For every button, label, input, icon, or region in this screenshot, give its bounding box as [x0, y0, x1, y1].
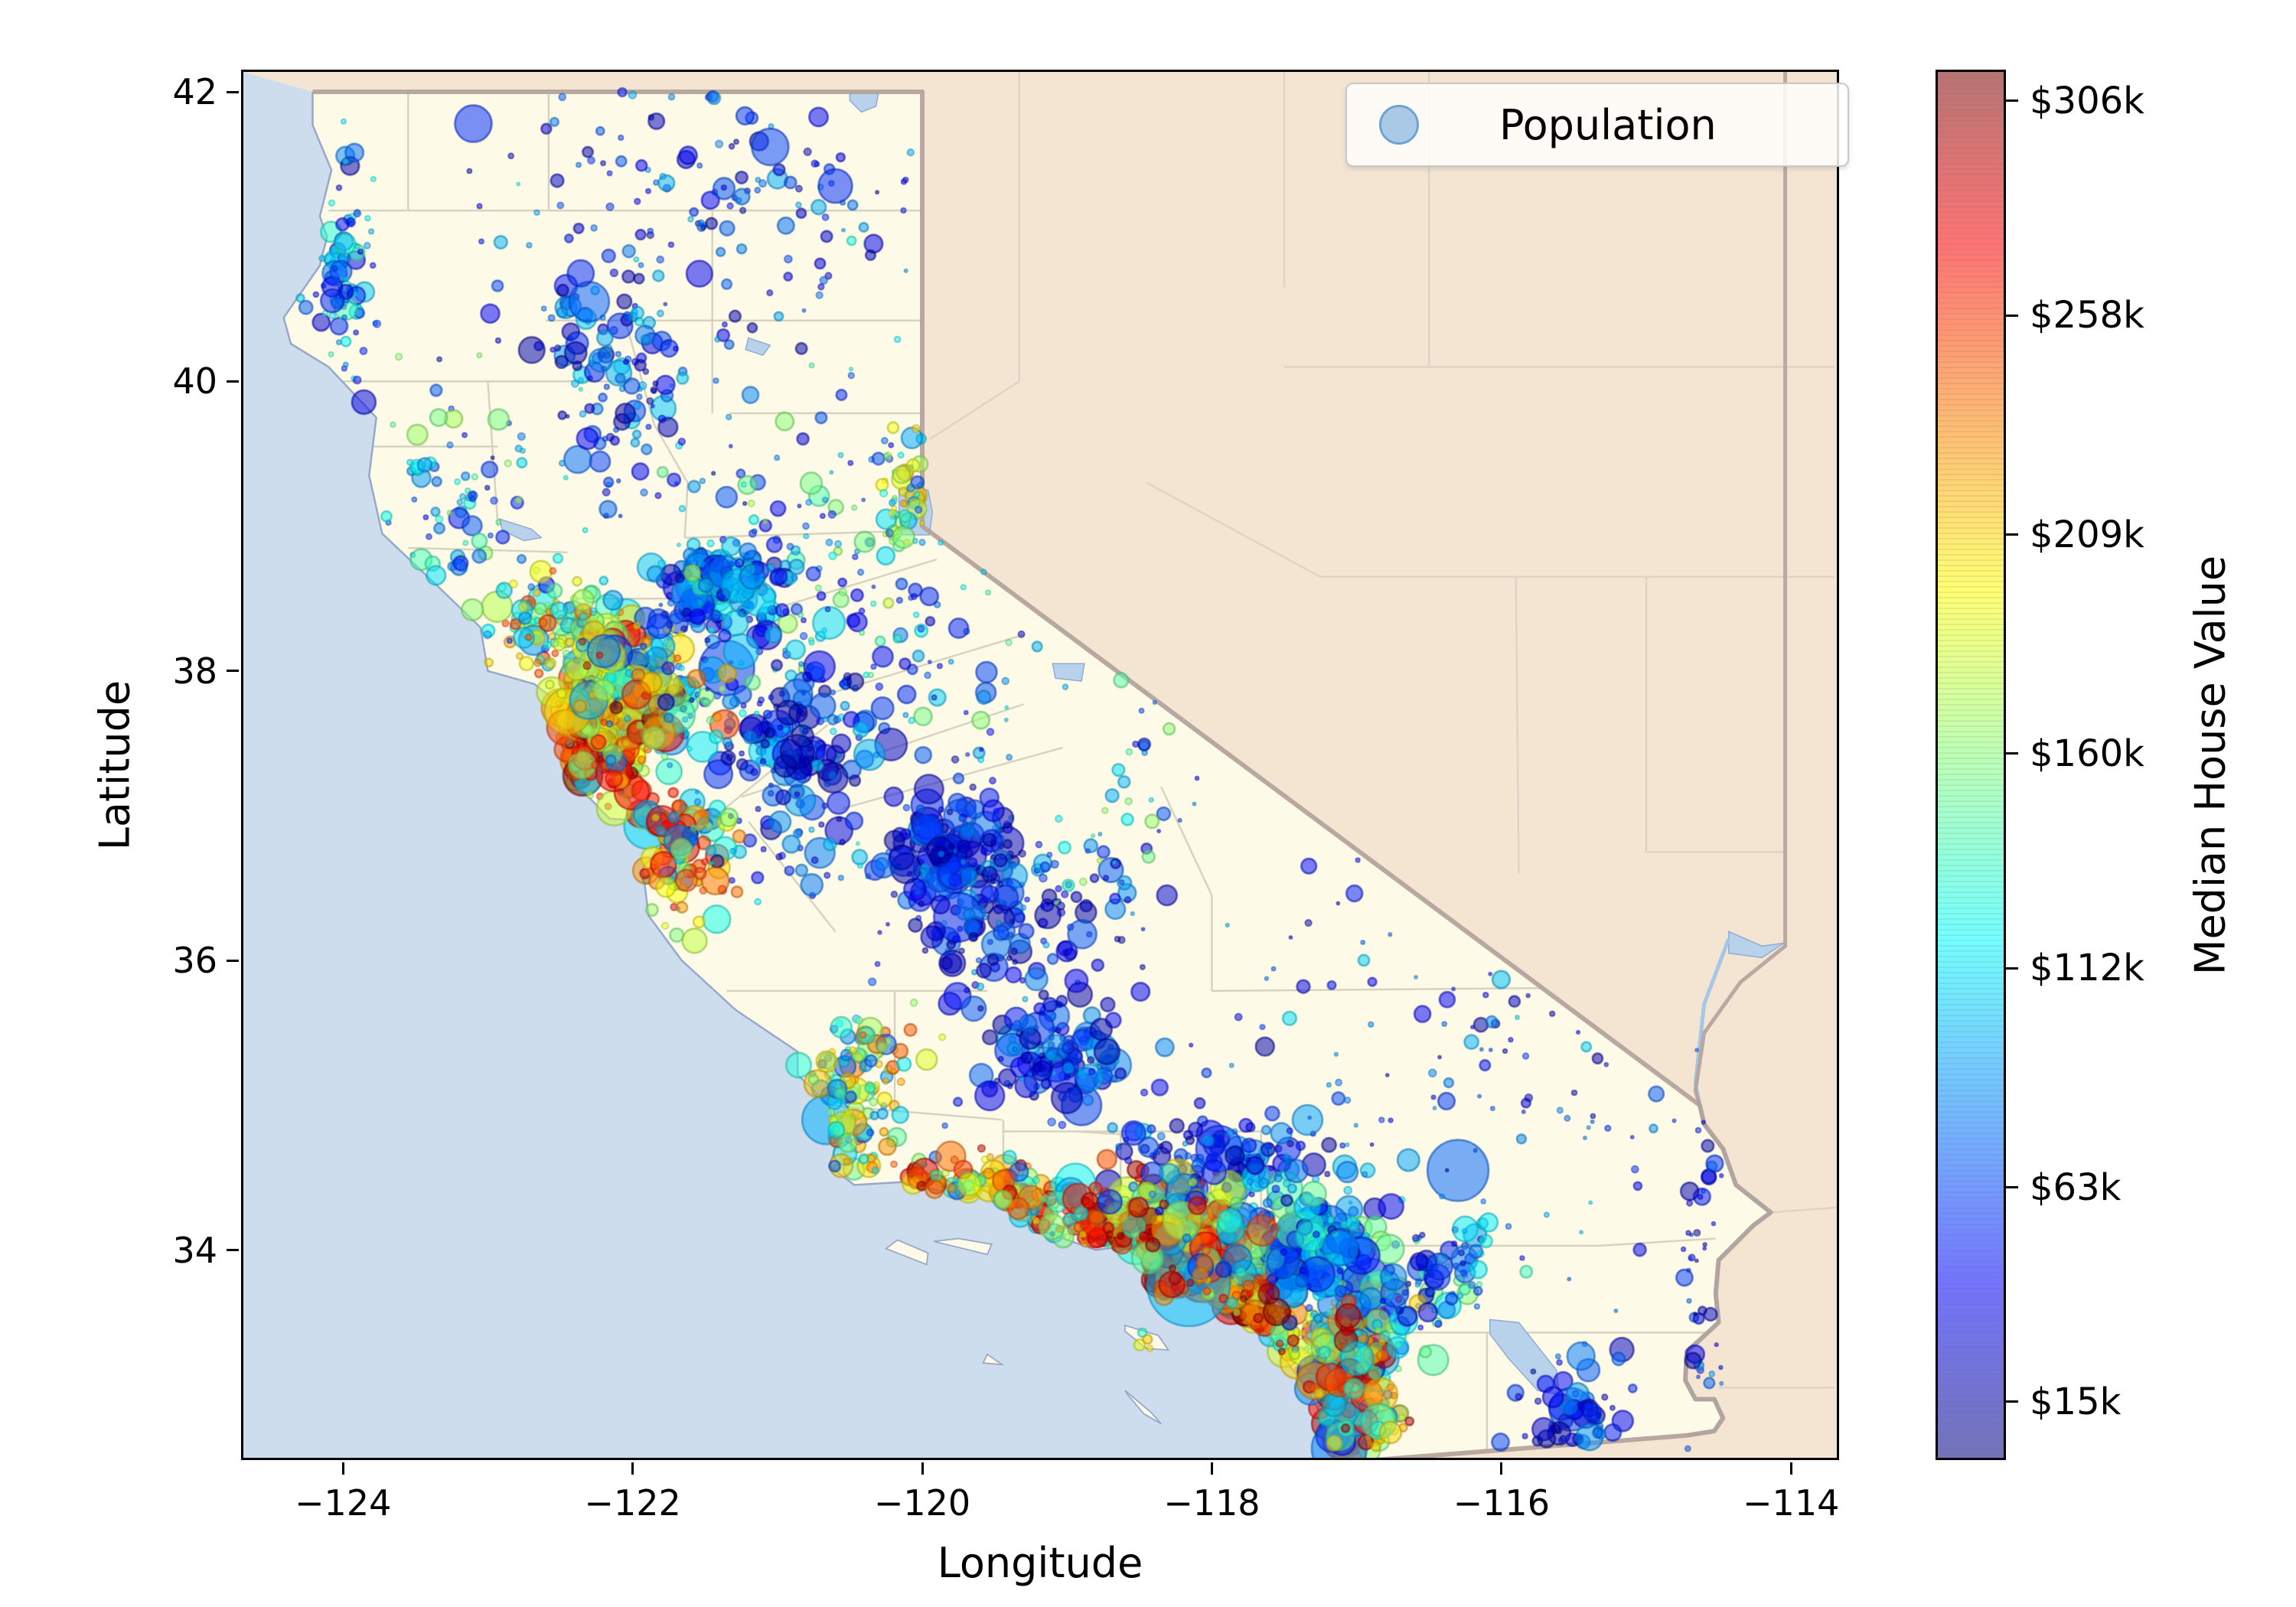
legend: Population [1345, 83, 1849, 167]
colorbar-tick-label: $306k [2030, 79, 2144, 122]
x-tick-label: −116 [1453, 1482, 1550, 1524]
colorbar-tick-mark [2006, 99, 2018, 103]
colorbar-tick-mark [2006, 1400, 2018, 1403]
colorbar [1936, 70, 2006, 1460]
colorbar-tick-mark [2006, 314, 2018, 317]
y-axis-label: Latitude [90, 680, 139, 850]
population-marker-icon [1379, 105, 1419, 145]
y-tick-label: 42 [172, 71, 217, 112]
colorbar-tick-label: $209k [2030, 513, 2144, 556]
colorbar-stripes [1938, 72, 2004, 1458]
scatter-canvas [243, 72, 1837, 1458]
x-tick-label: −122 [584, 1482, 681, 1524]
y-tick-mark [227, 670, 239, 673]
y-tick-label: 38 [172, 650, 217, 692]
colorbar-tick-label: $15k [2030, 1380, 2122, 1423]
x-axis-label: Longitude [937, 1539, 1143, 1587]
colorbar-tick-label: $112k [2030, 947, 2144, 990]
colorbar-tick-mark [2006, 752, 2018, 755]
x-tick-mark [1789, 1462, 1792, 1475]
colorbar-tick-mark [2006, 966, 2018, 970]
colorbar-tick-mark [2006, 533, 2018, 536]
x-tick-label: −118 [1163, 1482, 1261, 1524]
colorbar-gradient [1938, 72, 2004, 1458]
legend-label: Population [1499, 100, 1717, 149]
colorbar-tick-label: $63k [2030, 1165, 2122, 1209]
y-tick-mark [227, 1249, 239, 1252]
colorbar-title: Median House Value [2186, 555, 2235, 975]
y-tick-mark [227, 90, 239, 93]
y-tick-mark [227, 959, 239, 962]
colorbar-tick-label: $258k [2030, 294, 2144, 337]
x-tick-label: −114 [1743, 1482, 1840, 1524]
x-tick-mark [1500, 1462, 1503, 1475]
y-tick-label: 40 [172, 360, 217, 403]
map-plot-area: Population [241, 70, 1849, 1460]
y-tick-label: 34 [172, 1229, 217, 1271]
y-tick-label: 36 [172, 940, 217, 982]
x-tick-mark [341, 1462, 344, 1475]
colorbar-tick-label: $160k [2030, 732, 2144, 775]
x-tick-label: −124 [295, 1482, 392, 1524]
x-tick-mark [631, 1462, 634, 1475]
x-tick-mark [921, 1462, 924, 1475]
colorbar-tick-mark [2006, 1186, 2018, 1189]
x-tick-label: −120 [873, 1482, 971, 1524]
y-tick-mark [227, 380, 239, 383]
x-tick-mark [1210, 1462, 1213, 1475]
